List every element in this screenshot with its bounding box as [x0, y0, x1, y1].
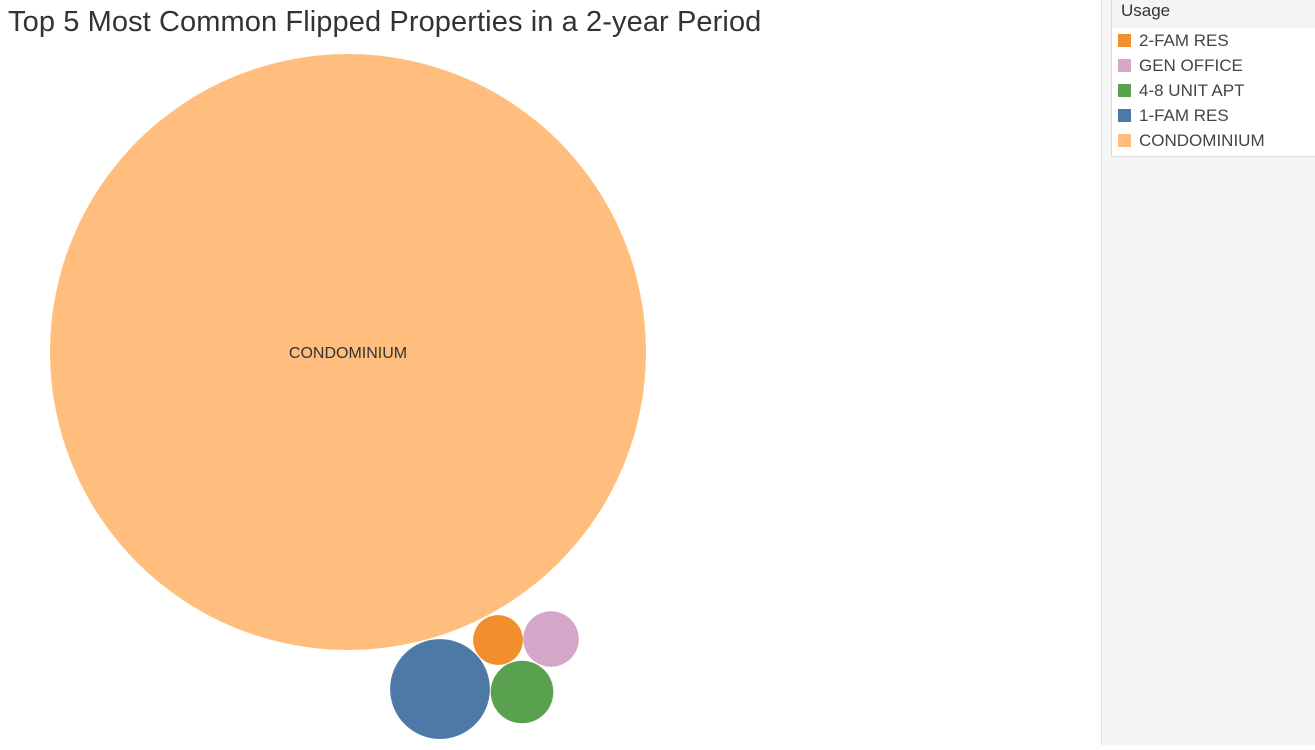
legend-item-condominium[interactable]: CONDOMINIUM	[1112, 128, 1315, 153]
legend-label: GEN OFFICE	[1139, 55, 1243, 75]
legend-swatch	[1118, 84, 1131, 97]
chart-area: CONDOMINIUM	[50, 54, 646, 739]
legend-swatch	[1118, 134, 1131, 147]
bubble-4-8-unit-apt[interactable]	[490, 660, 554, 724]
legend-item-2-fam-res[interactable]: 2-FAM RES	[1112, 28, 1315, 53]
bubble-chart: CONDOMINIUM	[50, 54, 646, 739]
right-panel: Usage 2-FAM RES GEN OFFICE 4-8 UNIT APT …	[1101, 0, 1315, 745]
legend-swatch	[1118, 109, 1131, 122]
bubble-condominium[interactable]	[50, 54, 646, 650]
legend-item-gen-office[interactable]: GEN OFFICE	[1112, 53, 1315, 78]
bubble-label-condominium: CONDOMINIUM	[289, 345, 407, 362]
legend[interactable]: Usage 2-FAM RES GEN OFFICE 4-8 UNIT APT …	[1111, 0, 1315, 157]
legend-swatch	[1118, 34, 1131, 47]
legend-label: 4-8 UNIT APT	[1139, 80, 1245, 100]
legend-label: 2-FAM RES	[1139, 30, 1229, 50]
legend-title: Usage	[1112, 0, 1315, 28]
legend-item-1-fam-res[interactable]: 1-FAM RES	[1112, 103, 1315, 128]
legend-label: CONDOMINIUM	[1139, 130, 1265, 150]
bubble-1-fam-res[interactable]	[390, 639, 490, 739]
bubble-2-fam-res[interactable]	[473, 615, 523, 665]
legend-item-4-8-unit-apt[interactable]: 4-8 UNIT APT	[1112, 78, 1315, 103]
bubble-gen-office[interactable]	[523, 611, 579, 667]
legend-swatch	[1118, 59, 1131, 72]
chart-title: Top 5 Most Common Flipped Properties in …	[8, 6, 762, 38]
legend-label: 1-FAM RES	[1139, 105, 1229, 125]
